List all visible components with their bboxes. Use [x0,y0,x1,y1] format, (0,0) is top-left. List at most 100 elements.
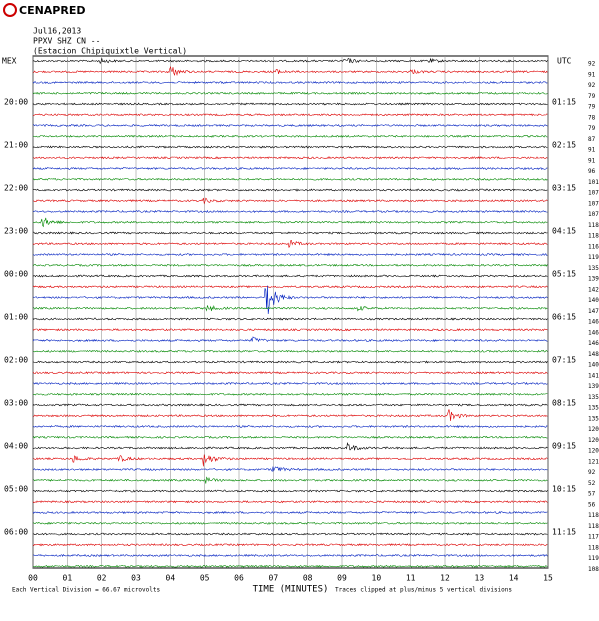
row-number: 108 [588,566,599,573]
trace [32,424,548,429]
trace [32,543,548,547]
trace [32,252,548,257]
trace [32,510,548,515]
x-tick-label: 03 [131,574,141,583]
trace [32,124,548,128]
row-number: 118 [588,523,599,530]
x-tick-label: 04 [166,574,176,583]
trace [32,285,548,315]
x-tick-label: 09 [337,574,347,583]
hour-label: 05:00 [4,485,28,494]
utc-label: 02:15 [552,141,576,150]
row-number: 140 [588,362,599,369]
row-number: 135 [588,415,599,422]
trace [32,80,548,85]
row-number: 92 [588,469,596,476]
row-number: 87 [588,136,596,143]
row-number: 116 [588,243,599,250]
hour-label: 02:00 [4,356,28,365]
row-number: 91 [588,71,596,78]
hour-label: 20:00 [4,98,28,107]
utc-label: 01:15 [552,98,576,107]
row-number: 146 [588,319,599,326]
trace [32,403,548,407]
left-axis-title: MEX [2,57,17,66]
hour-label: 21:00 [4,141,28,150]
row-number: 96 [588,168,596,175]
row-number: 148 [588,351,599,358]
row-number: 146 [588,340,599,347]
station: PPXV SHZ CN -- [33,37,100,46]
trace [32,532,548,536]
row-number: 140 [588,297,599,304]
hour-label: 23:00 [4,227,28,236]
trace [32,349,548,353]
row-number: 107 [588,211,599,218]
row-number: 121 [588,458,599,465]
trace [32,305,548,312]
trace [32,57,548,65]
x-tick-label: 14 [509,574,519,583]
row-number: 92 [588,82,596,89]
utc-label: 03:15 [552,184,576,193]
trace [32,188,548,192]
trace [32,167,548,171]
hour-label: 06:00 [4,528,28,537]
utc-label: 06:15 [552,313,576,322]
row-number: 139 [588,276,599,283]
row-number: 147 [588,308,599,315]
trace [32,113,548,117]
hour-label: 03:00 [4,399,28,408]
trace [32,231,548,235]
row-number: 57 [588,491,596,498]
row-number: 117 [588,534,599,541]
trace [32,360,548,364]
x-tick-label: 06 [234,574,244,583]
x-tick-label: 05 [200,574,210,583]
trace [32,197,548,205]
x-tick-label: 13 [475,574,485,583]
utc-label: 04:15 [552,227,576,236]
trace [32,263,548,267]
trace [32,145,548,149]
hour-label: 22:00 [4,184,28,193]
row-number: 91 [588,157,596,164]
row-number: 79 [588,125,596,132]
row-number: 141 [588,372,599,379]
row-number: 135 [588,265,599,272]
row-number: 119 [588,555,599,562]
trace [32,466,548,473]
row-number: 78 [588,114,596,121]
trace [32,521,548,525]
trace [32,476,548,484]
row-number: 118 [588,222,599,229]
x-tick-label: 07 [269,574,279,583]
trace [32,217,548,228]
row-number: 120 [588,437,599,444]
footer-clip: Traces clipped at plus/minus 5 vertical … [335,587,512,594]
row-number: 135 [588,405,599,412]
trace [32,500,548,504]
trace [32,156,548,160]
row-number: 119 [588,254,599,261]
utc-label: 09:15 [552,442,576,451]
right-axis-title: UTC [557,57,572,66]
x-tick-label: 15 [543,574,553,583]
row-number: 120 [588,426,599,433]
utc-label: 10:15 [552,485,576,494]
trace [32,285,548,289]
hour-label: 00:00 [4,270,28,279]
row-number: 92 [588,61,596,68]
row-number: 101 [588,179,599,186]
row-number: 120 [588,448,599,455]
trace [32,409,548,422]
trace [32,336,548,343]
hour-label: 01:00 [4,313,28,322]
row-number: 79 [588,93,596,100]
x-tick-label: 08 [303,574,313,583]
trace [32,553,548,557]
row-number: 118 [588,544,599,551]
trace [32,102,548,106]
row-number: 52 [588,480,596,487]
